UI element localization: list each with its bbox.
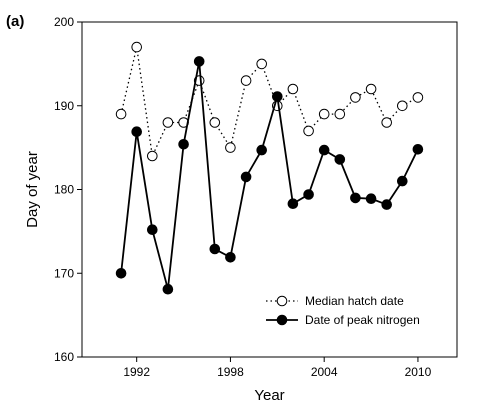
legend-label: Date of peak nitrogen [305,313,420,327]
data-point [412,92,424,103]
x-tick-label: 2010 [405,365,432,379]
data-point [272,91,283,102]
data-point [193,56,205,67]
x-tick-label: 2004 [311,365,338,379]
data-point [115,268,127,279]
series-layer [115,41,424,295]
data-point [334,154,346,165]
data-point [318,108,330,120]
legend: Median hatch date Date of peak nitrogen [266,294,420,327]
data-point [365,193,377,204]
data-point [162,117,174,128]
data-point [350,92,361,103]
series-line [120,61,419,290]
data-point [225,142,236,153]
legend-marker [276,295,288,307]
data-point [178,139,189,150]
y-tick-label: 180 [54,183,74,197]
data-point [365,83,377,95]
data-point [115,108,127,120]
data-point [303,125,314,137]
data-point [147,150,158,162]
y-axis-title: Day of year [24,151,41,228]
data-point [225,251,236,263]
y-tick-label: 160 [54,350,74,364]
data-point [287,83,299,95]
data-point [131,41,142,53]
legend-marker [276,314,288,326]
data-point [412,144,424,155]
data-point [303,189,314,200]
data-point [381,117,393,128]
x-tick-label: 1992 [123,365,150,379]
data-point [240,171,252,183]
data-point [131,126,142,137]
data-point [209,243,221,255]
data-point [318,144,330,156]
y-tick-label: 190 [54,99,74,113]
data-point [397,175,408,187]
legend-label: Median hatch date [305,294,404,308]
series-1 [115,41,424,162]
panel-label: (a) [6,13,24,30]
data-point [162,283,174,295]
axis-ticks: 160 170 180 190 200 1992 1998 2004 2010 [54,15,432,379]
data-point [397,100,408,112]
data-point [256,58,268,70]
series-line [120,46,419,159]
x-tick-label: 1998 [217,365,244,379]
y-tick-label: 200 [54,15,74,29]
series-2 [115,56,424,295]
data-point [147,224,158,235]
data-point [256,144,268,156]
x-axis-title: Year [254,387,284,404]
data-point [240,75,252,86]
data-point [350,192,361,204]
y-tick-label: 170 [54,266,74,280]
data-point [209,117,221,128]
data-point [334,108,346,120]
data-point [381,199,393,210]
data-point [287,198,299,209]
